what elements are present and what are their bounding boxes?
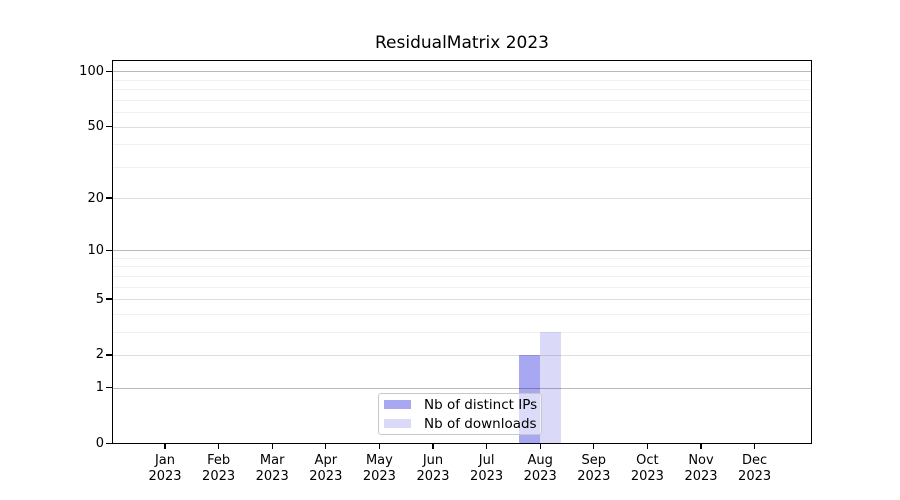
gridline-1 bbox=[113, 387, 811, 389]
x-tick-label-nov: Nov 2023 bbox=[684, 453, 718, 484]
gridline-minor-6 bbox=[113, 286, 811, 288]
y-tickmark-0 bbox=[106, 442, 112, 445]
gridline-minor-90 bbox=[113, 79, 811, 81]
legend-label-distinct-ips: Nb of distinct IPs bbox=[424, 396, 538, 413]
bar-downloads-aug bbox=[540, 331, 562, 444]
y-tick-label-0: 0 bbox=[95, 436, 104, 451]
gridline-100 bbox=[113, 71, 811, 73]
legend: Nb of distinct IPs Nb of downloads bbox=[378, 393, 542, 435]
gridline-10 bbox=[113, 250, 811, 252]
x-tick-label-may: May 2023 bbox=[362, 453, 396, 484]
x-tick-label-apr: Apr 2023 bbox=[309, 453, 343, 484]
x-tick-label-jul: Jul 2023 bbox=[470, 453, 504, 484]
y-tickmark-50 bbox=[106, 125, 112, 128]
x-tick-label-sep: Sep 2023 bbox=[577, 453, 611, 484]
y-tick-label-20: 20 bbox=[87, 190, 104, 206]
legend-swatch-distinct-ips bbox=[384, 400, 411, 409]
x-tickmark-apr bbox=[325, 443, 327, 449]
y-tick-label-1: 1 bbox=[95, 380, 104, 396]
x-tickmark-jul bbox=[486, 443, 488, 449]
y-tickmark-5 bbox=[106, 298, 112, 300]
y-tickmark-20 bbox=[106, 197, 112, 199]
y-tickmark-2 bbox=[106, 354, 112, 356]
x-tick-label-aug: Aug 2023 bbox=[523, 453, 557, 484]
gridline-minor-40 bbox=[113, 144, 811, 146]
x-tick-label-oct: Oct 2023 bbox=[630, 453, 664, 484]
gridline-20 bbox=[113, 198, 811, 200]
legend-item-downloads: Nb of downloads bbox=[384, 414, 541, 433]
gridline-minor-30 bbox=[113, 166, 811, 168]
y-tick-label-2: 2 bbox=[95, 347, 104, 363]
x-tick-label-jan: Jan 2023 bbox=[148, 453, 182, 484]
gridline-2 bbox=[113, 354, 811, 356]
y-tickmark-10 bbox=[106, 249, 112, 251]
x-tick-label-feb: Feb 2023 bbox=[202, 453, 236, 484]
x-tickmark-may bbox=[378, 443, 380, 449]
legend-label-downloads: Nb of downloads bbox=[424, 415, 537, 432]
y-tick-label-10: 10 bbox=[87, 242, 104, 258]
y-tickmark-100 bbox=[106, 70, 112, 73]
x-tickmark-sep bbox=[593, 443, 595, 449]
y-tick-label-100: 100 bbox=[79, 63, 104, 79]
x-tickmark-jun bbox=[432, 443, 434, 449]
x-tick-label-mar: Mar 2023 bbox=[255, 453, 289, 484]
gridline-minor-9 bbox=[113, 257, 811, 259]
gridline-minor-8 bbox=[113, 266, 811, 268]
gridline-minor-4 bbox=[113, 313, 811, 315]
x-tickmark-nov bbox=[700, 443, 702, 449]
x-tick-label-jun: Jun 2023 bbox=[416, 453, 450, 484]
x-tick-label-dec: Dec 2023 bbox=[738, 453, 772, 484]
x-tickmark-oct bbox=[646, 443, 648, 449]
legend-item-distinct-ips: Nb of distinct IPs bbox=[384, 395, 541, 414]
x-tickmark-mar bbox=[271, 443, 273, 449]
x-tickmark-feb bbox=[218, 443, 220, 449]
gridline-minor-3 bbox=[113, 331, 811, 333]
x-tickmark-dec bbox=[754, 443, 756, 449]
y-tickmark-1 bbox=[106, 387, 112, 389]
gridline-minor-80 bbox=[113, 89, 811, 91]
gridline-5 bbox=[113, 299, 811, 301]
y-tick-label-5: 5 bbox=[95, 291, 104, 307]
x-tickmark-jan bbox=[164, 443, 166, 449]
y-tick-label-50: 50 bbox=[87, 119, 104, 135]
gridline-minor-60 bbox=[113, 112, 811, 114]
gridline-minor-7 bbox=[113, 275, 811, 277]
chart-title: ResidualMatrix 2023 bbox=[375, 33, 549, 53]
x-tickmark-aug bbox=[539, 443, 541, 449]
legend-swatch-downloads bbox=[384, 419, 411, 428]
gridline-50 bbox=[113, 126, 811, 128]
gridline-minor-70 bbox=[113, 99, 811, 101]
